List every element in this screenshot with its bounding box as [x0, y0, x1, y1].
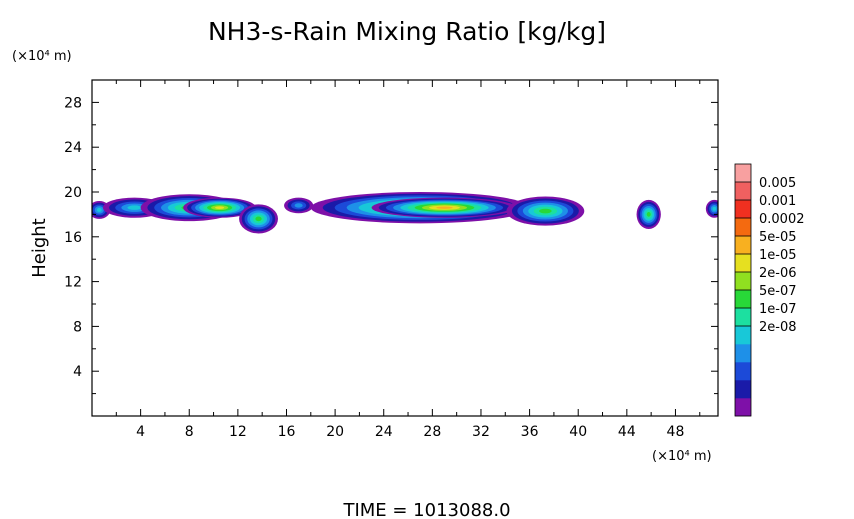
x-tick-label: 28: [423, 424, 441, 440]
colorbar-label: 1e-07: [759, 302, 797, 317]
data-blob-5-level-3: [294, 203, 303, 208]
data-blob-10-level-4: [712, 206, 717, 211]
plot-area: [92, 192, 718, 234]
x-unit-label: (×10⁴ m): [652, 449, 712, 464]
x-tick-label: 48: [667, 424, 685, 440]
colorbar-label: 0.005: [759, 176, 796, 191]
x-tick-label: 20: [326, 424, 344, 440]
y-tick-label: 24: [64, 140, 82, 156]
colorbar-swatch-0: [735, 398, 751, 417]
colorbar-swatch-2: [735, 362, 751, 381]
chart-title: NH3-s-Rain Mixing Ratio [kg/kg]: [208, 17, 606, 46]
y-axis-label: Height: [29, 218, 50, 278]
data-blob-10: [705, 199, 718, 218]
y-tick-label: 8: [73, 319, 82, 335]
y-unit-label: (×10⁴ m): [12, 49, 72, 64]
data-blob-3: [183, 197, 257, 218]
data-blob-7-level-9: [436, 206, 453, 209]
data-blob-9: [636, 199, 661, 229]
x-tick-label: 44: [618, 424, 636, 440]
colorbar: 0.005 0.001 0.0002 5e-05 1e-05 2e-06 5e-07 1e-0…: [734, 163, 805, 417]
y-tick-label: 16: [64, 230, 82, 246]
colorbar-label: 2e-06: [759, 266, 797, 281]
x-tick-label: 4: [136, 424, 145, 440]
colorbar-swatch-9: [735, 236, 751, 255]
colorbar-swatch-5: [735, 308, 751, 327]
y-tick-label: 28: [64, 95, 82, 111]
x-tick-label: 36: [521, 424, 539, 440]
colorbar-swatch-7: [735, 272, 751, 291]
data-blob-7: [371, 197, 518, 218]
data-blob-3-level-8: [215, 206, 225, 209]
data-blob-9-level-6: [646, 212, 651, 217]
colorbar-swatch-8: [735, 254, 751, 273]
colorbar-label: 1e-05: [759, 248, 797, 263]
y-tick-label: 20: [64, 185, 82, 201]
colorbar-swatch-6: [735, 290, 751, 309]
data-blob-4: [239, 204, 278, 234]
data-blob-5: [284, 197, 314, 214]
y-tick-label: 4: [73, 364, 82, 380]
colorbar-swatch-3: [735, 344, 751, 363]
data-blob-1-level-4: [127, 205, 142, 210]
y-tick-label: 12: [64, 275, 82, 291]
colorbar-label: 0.001: [759, 194, 796, 209]
x-tick-label: 32: [472, 424, 490, 440]
colorbar-swatch-11: [735, 200, 751, 219]
colorbar-swatch-10: [735, 218, 751, 237]
colorbar-swatch-12: [735, 182, 751, 201]
colorbar-swatch-4: [735, 326, 751, 345]
data-blob-8-level-6: [539, 208, 552, 214]
x-tick-label: 40: [569, 424, 587, 440]
data-blob-4-level-6: [255, 216, 262, 222]
colorbar-swatch-1: [735, 380, 751, 399]
x-tick-label: 16: [278, 424, 296, 440]
x-tick-label: 24: [375, 424, 393, 440]
data-blob-0-level-4: [96, 207, 102, 212]
plot-frame: [91, 79, 719, 417]
time-label: TIME = 1013088.0: [342, 500, 510, 519]
data-blob-8: [506, 196, 585, 226]
colorbar-label: 5e-05: [759, 230, 797, 245]
colorbar-label: 0.0002: [759, 212, 805, 227]
colorbar-swatch-13: [735, 164, 751, 183]
x-tick-label: 12: [229, 424, 247, 440]
x-tick-label: 8: [185, 424, 194, 440]
colorbar-label: 2e-08: [759, 320, 797, 335]
colorbar-label: 5e-07: [759, 284, 797, 299]
